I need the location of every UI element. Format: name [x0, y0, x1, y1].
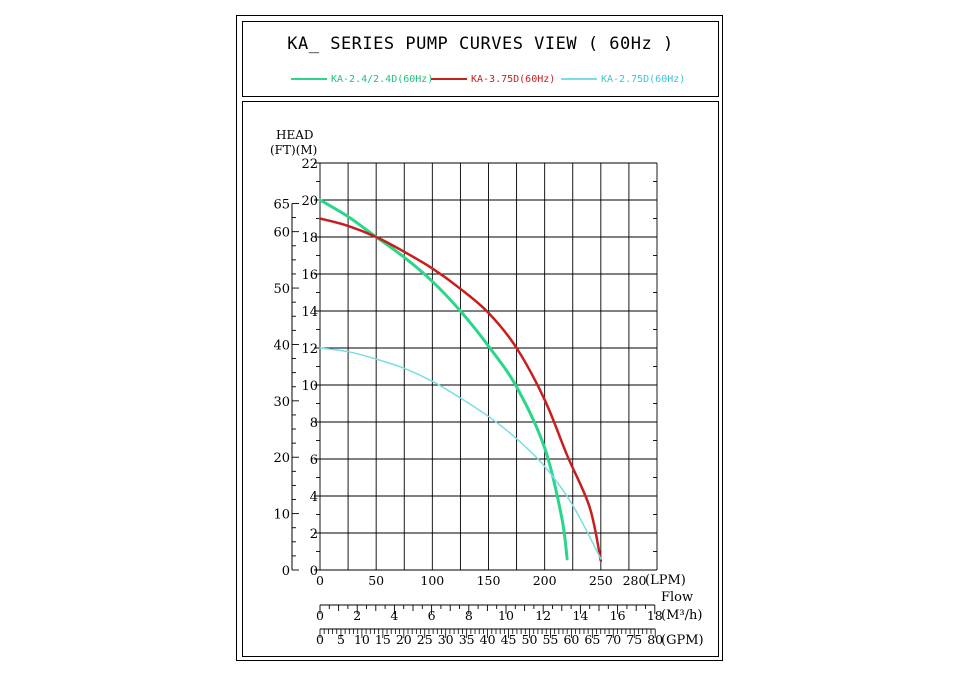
plot-grid — [319, 162, 658, 571]
lpm-tick-label-200: 200 — [533, 573, 557, 588]
m3h-tick-label-0: 0 — [316, 608, 324, 623]
axis-labels: HEAD (FT)(M) Flow (LPM) (M³/h) (GPM) — [270, 128, 704, 648]
lpm-unit-label: (LPM) — [645, 573, 686, 588]
legend-label-ka-2-75: KA-2.75D(60Hz) — [601, 73, 686, 85]
gpm-tick-label-55: 55 — [542, 632, 558, 647]
m3h-tick-label-2: 2 — [353, 608, 361, 623]
lpm-tick-label-100: 100 — [420, 573, 444, 588]
gpm-tick-label-75: 75 — [626, 632, 642, 647]
m3h-tick-label-10: 10 — [498, 608, 514, 623]
gpm-tick-label-80: 80 — [647, 632, 663, 647]
lpm-tick-label-0: 0 — [316, 573, 324, 588]
m-tick-label-6: 6 — [310, 453, 318, 468]
gpm-tick-label-25: 25 — [417, 632, 433, 647]
legend-item-ka-3-75: KA-3.75D(60Hz) — [431, 72, 555, 86]
legend-swatch-ka-2-4 — [291, 78, 327, 80]
m3h-unit-label: (M³/h) — [661, 608, 702, 623]
ft-tick-label-40: 40 — [273, 338, 290, 353]
gpm-tick-label-20: 20 — [396, 632, 412, 647]
flow-label: Flow — [661, 590, 693, 605]
m-tick-label-18: 18 — [301, 231, 318, 246]
m-tick-label-16: 16 — [301, 268, 318, 283]
ft-tick-label-60: 60 — [273, 226, 290, 241]
title-panel: KA_ SERIES PUMP CURVES VIEW ( 60Hz ) KA-… — [242, 21, 719, 97]
gpm-tick-label-70: 70 — [605, 632, 621, 647]
gpm-tick-label-10: 10 — [354, 632, 370, 647]
m3h-tick-label-6: 6 — [428, 608, 436, 623]
ft-tick-label-10: 10 — [273, 508, 290, 523]
curve-ka-2-75d-60hz — [319, 347, 602, 560]
lpm-tick-label-280: 280 — [623, 573, 647, 588]
curve-ka-3-75d-60hz — [318, 217, 603, 562]
m-tick-label-2: 2 — [310, 527, 318, 542]
m-tick-label-14: 14 — [301, 305, 318, 320]
curve-ka-2-4-2-4d-60hz — [318, 198, 569, 561]
chart-panel — [242, 101, 719, 657]
m-tick-label-4: 4 — [310, 490, 318, 505]
legend-swatch-ka-3-75 — [431, 78, 467, 80]
m3h-tick-label-4: 4 — [390, 608, 398, 623]
gpm-tick-label-30: 30 — [438, 632, 454, 647]
legend-item-ka-2-75: KA-2.75D(60Hz) — [561, 72, 685, 86]
gpm-tick-label-15: 15 — [375, 632, 391, 647]
m-tick-label-12: 12 — [301, 342, 318, 357]
m3h-tick-label-16: 16 — [610, 608, 626, 623]
ft-tick-label-50: 50 — [273, 282, 290, 297]
ft-tick-label-0: 0 — [282, 564, 290, 579]
gpm-tick-label-45: 45 — [501, 632, 517, 647]
ft-tick-label-20: 20 — [273, 451, 290, 466]
gpm-tick-label-5: 5 — [337, 632, 345, 647]
gpm-tick-label-60: 60 — [563, 632, 579, 647]
ft-tick-label-30: 30 — [273, 395, 290, 410]
lpm-tick-label-150: 150 — [477, 573, 501, 588]
gpm-tick-label-0: 0 — [316, 632, 324, 647]
gpm-tick-label-65: 65 — [584, 632, 600, 647]
gpm-tick-label-50: 50 — [522, 632, 538, 647]
gpm-tick-label-35: 35 — [459, 632, 475, 647]
outer-frame — [236, 15, 723, 661]
m3h-tick-label-8: 8 — [465, 608, 473, 623]
head-label: HEAD — [276, 128, 314, 142]
pump-curves — [318, 198, 603, 562]
legend-swatch-ka-2-75 — [561, 78, 597, 80]
legend-item-ka-2-4: KA-2.4/2.4D(60Hz) — [291, 72, 433, 86]
ft-tick-label-65: 65 — [273, 197, 290, 212]
gpm-unit-label: (GPM) — [661, 633, 704, 648]
lpm-tick-label-50: 50 — [368, 573, 384, 588]
m-tick-label-8: 8 — [310, 416, 318, 431]
chart-title: KA_ SERIES PUMP CURVES VIEW ( 60Hz ) — [287, 34, 674, 54]
m-tick-label-22: 22 — [301, 157, 318, 172]
m-tick-label-10: 10 — [301, 379, 318, 394]
lpm-tick-label-250: 250 — [589, 573, 613, 588]
m3h-tick-label-14: 14 — [572, 608, 588, 623]
legend-label-ka-2-4: KA-2.4/2.4D(60Hz) — [331, 73, 434, 85]
m3h-tick-label-18: 18 — [647, 608, 663, 623]
m3h-tick-label-12: 12 — [535, 608, 551, 623]
head-units-label: (FT)(M) — [270, 143, 317, 157]
legend-label-ka-3-75: KA-3.75D(60Hz) — [471, 73, 556, 85]
m-tick-label-20: 20 — [301, 194, 318, 209]
gpm-tick-label-40: 40 — [480, 632, 496, 647]
m-tick-label-0: 0 — [310, 564, 318, 579]
